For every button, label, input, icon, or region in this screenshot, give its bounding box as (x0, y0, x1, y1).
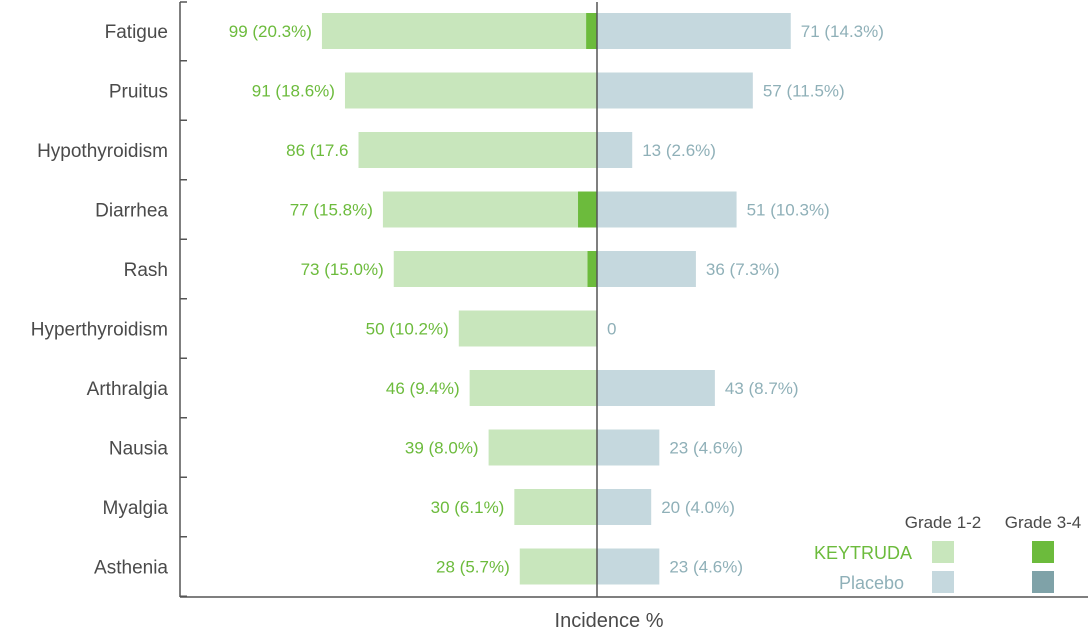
data-label-keytruda-myalgia: 30 (6.1%) (431, 498, 505, 517)
category-label-rash: Rash (124, 260, 168, 281)
data-label-placebo-hyperthyroidism: 0 (607, 320, 616, 339)
data-label-keytruda-asthenia: 28 (5.7%) (436, 558, 510, 577)
bar-keytruda-grade34-diarrhea (578, 191, 597, 228)
bar-placebo-fatigue (597, 13, 791, 49)
data-label-keytruda-hyperthyroidism: 50 (10.2%) (366, 320, 449, 339)
bar-placebo-arthralgia (597, 370, 715, 406)
bar-keytruda-nausia (488, 429, 597, 466)
data-label-keytruda-diarrhea: 77 (15.8%) (290, 201, 373, 220)
data-label-placebo-fatigue: 71 (14.3%) (801, 22, 884, 41)
bar-placebo-diarrhea (597, 191, 737, 228)
bar-placebo-pruitus (597, 72, 753, 109)
category-label-hyperthyroidism: Hyperthyroidism (31, 320, 168, 341)
data-label-placebo-diarrhea: 51 (10.3%) (747, 201, 830, 220)
data-label-placebo-nausia: 23 (4.6%) (669, 439, 743, 458)
bar-keytruda-rash (393, 251, 597, 287)
bar-keytruda-grade34-rash (587, 251, 597, 287)
legend-header-grade-3-4: Grade 3-4 (1005, 513, 1082, 532)
bars-layer (321, 13, 791, 585)
category-label-arthralgia: Arthralgia (87, 379, 169, 400)
legend-swatch-keytruda-grade-3-4 (1032, 541, 1054, 563)
bar-keytruda-hyperthyroidism (458, 310, 597, 347)
category-label-hypothyroidism: Hypothyroidism (37, 141, 168, 162)
category-label-nausia: Nausia (109, 439, 169, 460)
bar-keytruda-hypothyroidism (358, 132, 597, 168)
legend-label-placebo: Placebo (839, 573, 904, 593)
data-label-placebo-hypothyroidism: 13 (2.6%) (642, 141, 716, 160)
legend-swatch-placebo-grade-3-4 (1032, 571, 1054, 593)
bar-keytruda-fatigue (321, 13, 597, 49)
labels-layer: Fatigue 99 (20.3%) 71 (14.3%) Pruitus 91 (18… (31, 22, 884, 579)
legend-label-keytruda: KEYTRUDA (814, 543, 912, 563)
data-label-placebo-pruitus: 57 (11.5%) (763, 82, 845, 101)
bar-placebo-hypothyroidism (597, 132, 633, 168)
category-label-pruitus: Pruitus (109, 82, 168, 103)
data-label-placebo-rash: 36 (7.3%) (706, 260, 780, 279)
data-label-keytruda-pruitus: 91 (18.6%) (252, 82, 335, 101)
data-label-placebo-arthralgia: 43 (8.7%) (725, 379, 799, 398)
bar-keytruda-arthralgia (469, 370, 597, 406)
bar-keytruda-asthenia (519, 548, 597, 585)
category-label-asthenia: Asthenia (94, 558, 168, 579)
bar-placebo-asthenia (597, 548, 660, 585)
legend-swatch-placebo-grade-1-2 (932, 571, 954, 593)
legend: Grade 1-2 Grade 3-4 KEYTRUDA Placebo (814, 513, 1081, 593)
bar-placebo-nausia (597, 429, 660, 466)
data-label-keytruda-hypothyroidism: 86 (17.6 (286, 141, 348, 160)
legend-header-grade-1-2: Grade 1-2 (905, 513, 982, 532)
bar-keytruda-grade34-fatigue (586, 13, 597, 49)
bar-keytruda-diarrhea (382, 191, 597, 228)
bar-placebo-rash (597, 251, 696, 287)
category-label-fatigue: Fatigue (105, 22, 168, 43)
x-axis-title: Incidence % (555, 610, 664, 632)
data-label-keytruda-nausia: 39 (8.0%) (405, 439, 479, 458)
legend-swatch-keytruda-grade-1-2 (932, 541, 954, 563)
data-label-placebo-asthenia: 23 (4.6%) (669, 558, 743, 577)
category-label-diarrhea: Diarrhea (95, 201, 168, 222)
data-label-keytruda-fatigue: 99 (20.3%) (229, 22, 312, 41)
bar-keytruda-pruitus (344, 72, 597, 109)
data-label-keytruda-rash: 73 (15.0%) (301, 260, 384, 279)
category-label-myalgia: Myalgia (103, 498, 169, 519)
bar-keytruda-myalgia (514, 489, 597, 525)
data-label-keytruda-arthralgia: 46 (9.4%) (386, 379, 460, 398)
axes-layer (179, 1, 1088, 598)
bar-placebo-myalgia (597, 489, 652, 525)
data-label-placebo-myalgia: 20 (4.0%) (661, 498, 735, 517)
